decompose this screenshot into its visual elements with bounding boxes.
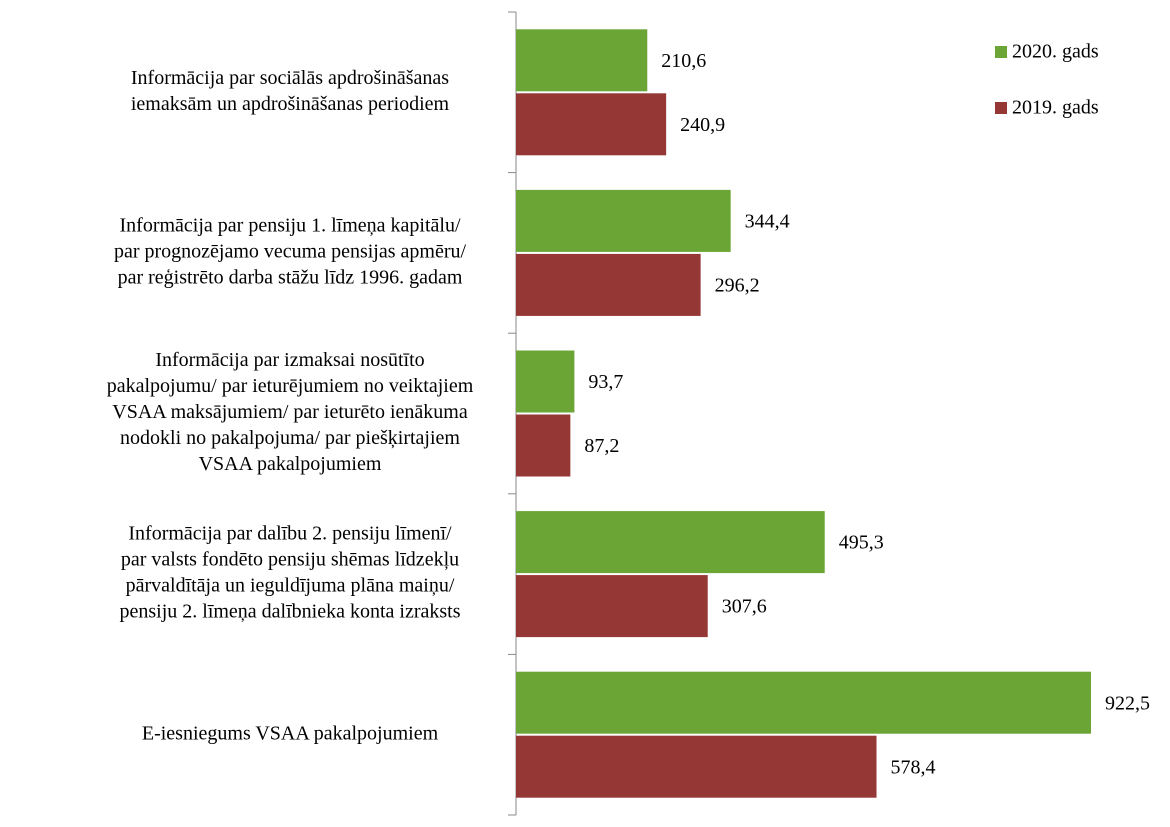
legend-label: 2020. gads [1012,41,1099,63]
category-label: E-iesniegums VSAA pakalpojumiem [142,722,439,744]
category-label: pakalpojumu/ par ieturējumiem no veiktaj… [107,375,474,397]
value-label: 87,2 [584,435,619,457]
category-label: VSAA maksājumiem/ par ieturēto ienākuma [112,401,468,423]
category-label: Informācija par dalību 2. pensiju līmenī… [128,523,452,545]
bar [516,414,571,477]
bar [516,735,877,798]
category-label: iemaksām un apdrošināšanas periodiem [131,93,450,115]
category-label: Informācija par izmaksai nosūtīto [155,349,424,371]
category-label: VSAA pakalpojumiem [199,453,382,475]
category-label: par valsts fondēto pensiju shēmas līdzek… [121,549,459,571]
value-label: 240,9 [680,114,725,136]
value-label: 93,7 [588,371,623,393]
value-label: 296,2 [715,274,760,296]
value-label: 307,6 [722,596,767,618]
bar [516,189,731,252]
value-label: 578,4 [891,756,936,778]
bar [516,29,648,92]
legend-swatch [995,102,1007,114]
bar [516,253,701,316]
bar [516,350,575,413]
category-label: par reģistrēto darba stāžu līdz 1996. ga… [118,266,463,288]
bar [516,93,667,156]
value-label: 210,6 [661,50,706,72]
category-label: Informācija par sociālās apdrošināšanas [131,67,449,89]
value-label: 495,3 [839,532,884,554]
legend-swatch [995,46,1007,58]
value-label: 922,5 [1105,692,1150,714]
bar [516,671,1091,734]
value-label: 344,4 [745,210,790,232]
category-label: par prognozējamo vecuma pensijas apmēru/ [114,240,467,262]
category-label: Informācija par pensiju 1. līmeņa kapitā… [120,214,461,236]
bar [516,575,708,638]
legend-label: 2019. gads [1012,97,1099,119]
bar [516,511,825,574]
category-label: pārvaldītāja un ieguldījuma plāna maiņu/ [126,575,455,597]
category-label: pensiju 2. līmeņa dalībnieka konta izrak… [119,601,460,623]
category-label: nodokli no pakalpojuma/ par piešķirtajie… [120,427,460,449]
